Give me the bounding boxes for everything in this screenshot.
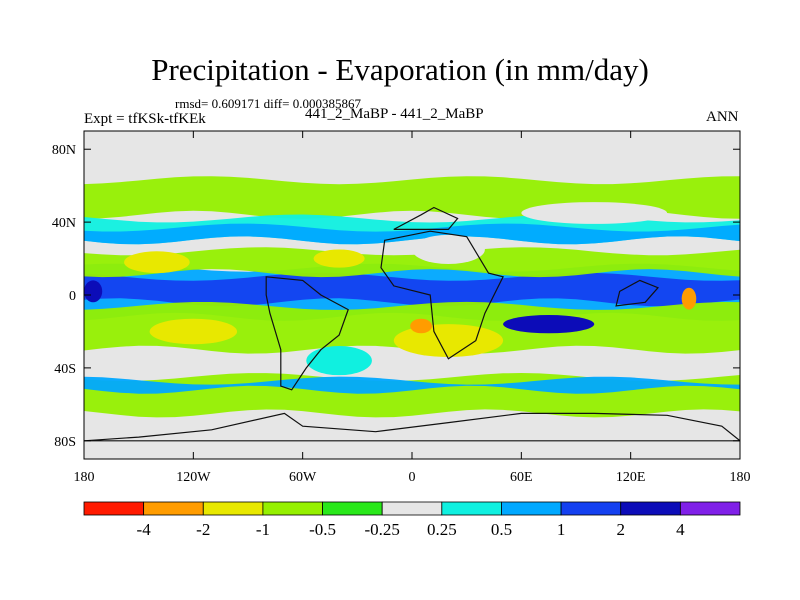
colorbar-label-3: -0.5 — [309, 520, 336, 539]
period-label: ANN — [706, 109, 739, 125]
colorbar-label-9: 4 — [676, 520, 685, 539]
subtropical-north-green — [84, 247, 740, 278]
coastline-outlines — [84, 206, 740, 442]
coast-antarctica — [84, 412, 740, 442]
chart-title: Precipitation - Evaporation (in mm/day) — [151, 52, 649, 87]
africa-gray-gap — [412, 234, 485, 265]
x-tick-label-0: 180 — [74, 470, 95, 485]
colorbar-swatch-7 — [501, 501, 562, 516]
colorbar-swatch-6 — [441, 501, 502, 516]
east-pacific-dark-blue — [84, 280, 103, 303]
north-midlat-blue-band — [84, 223, 740, 245]
coast-africa — [380, 230, 504, 360]
x-tick-label-2: 60W — [289, 470, 317, 485]
coast-maritime-continent — [615, 279, 660, 307]
west-pacific-orange — [681, 287, 697, 310]
colorbar-label-5: 0.25 — [427, 520, 457, 539]
colorbar: -4 -2 -1 -0.5 -0.25 0.25 0.5 1 2 4 — [83, 501, 741, 539]
colorbar-swatch-10 — [679, 501, 741, 516]
coast-south-america — [265, 276, 349, 391]
africa-orange — [410, 318, 433, 334]
colorbar-label-0: -4 — [137, 520, 152, 539]
colorbar-label-4: -0.25 — [364, 520, 399, 539]
colorbar-swatch-5 — [381, 501, 443, 516]
y-tick-label-2: 0 — [69, 289, 76, 304]
coast-north-europe — [393, 206, 459, 230]
colorbar-label-2: -1 — [256, 520, 270, 539]
x-tick-label-1: 120W — [176, 470, 211, 485]
colorbar-label-8: 2 — [616, 520, 625, 539]
equatorial-dark-band — [84, 272, 740, 307]
colorbar-label-6: 0.5 — [491, 520, 512, 539]
colorbar-swatch-3 — [262, 501, 323, 516]
y-tick-label-3: 40S — [54, 362, 76, 377]
x-tick-label-3: 0 — [409, 470, 416, 485]
colorbar-swatch-2 — [202, 501, 264, 516]
contour-field — [84, 131, 740, 459]
colorbar-label-1: -2 — [196, 520, 210, 539]
colorbar-swatch-0 — [83, 501, 145, 516]
colorbar-label-7: 1 — [557, 520, 566, 539]
subtitle-label: 441_2_MaBP - 441_2_MaBP — [305, 106, 484, 122]
south-pacific-yellow — [149, 318, 238, 345]
x-tick-label-6: 180 — [730, 470, 751, 485]
indian-ocean-dark-blue — [503, 315, 595, 334]
stats-label: rmsd= 0.609171 diff= 0.000385867 — [175, 96, 361, 111]
colorbar-swatch-1 — [143, 501, 204, 516]
y-tick-label-0: 80N — [52, 143, 76, 158]
south-midlat-blue — [84, 376, 740, 394]
x-tick-label-5: 120E — [616, 470, 646, 485]
y-tick-label-4: 80S — [54, 435, 76, 450]
colorbar-swatch-8 — [560, 501, 622, 516]
north-pacific-yellow — [124, 251, 190, 274]
y-tick-label-1: 40N — [52, 216, 76, 231]
asia-gray-gap — [521, 202, 668, 224]
x-tick-label-4: 60E — [510, 470, 533, 485]
north-atlantic-yellow — [313, 249, 365, 268]
colorbar-swatch-9 — [620, 501, 681, 516]
south-atlantic-yellow — [393, 324, 504, 357]
south-america-cyan — [306, 346, 372, 376]
colorbar-swatch-4 — [322, 501, 383, 516]
axes: 180 120W 60W 0 60E 120E 180 80N 40N 0 40S 80S — [52, 131, 751, 485]
experiment-label: Expt = tfKSk-tfKEk — [84, 111, 206, 127]
